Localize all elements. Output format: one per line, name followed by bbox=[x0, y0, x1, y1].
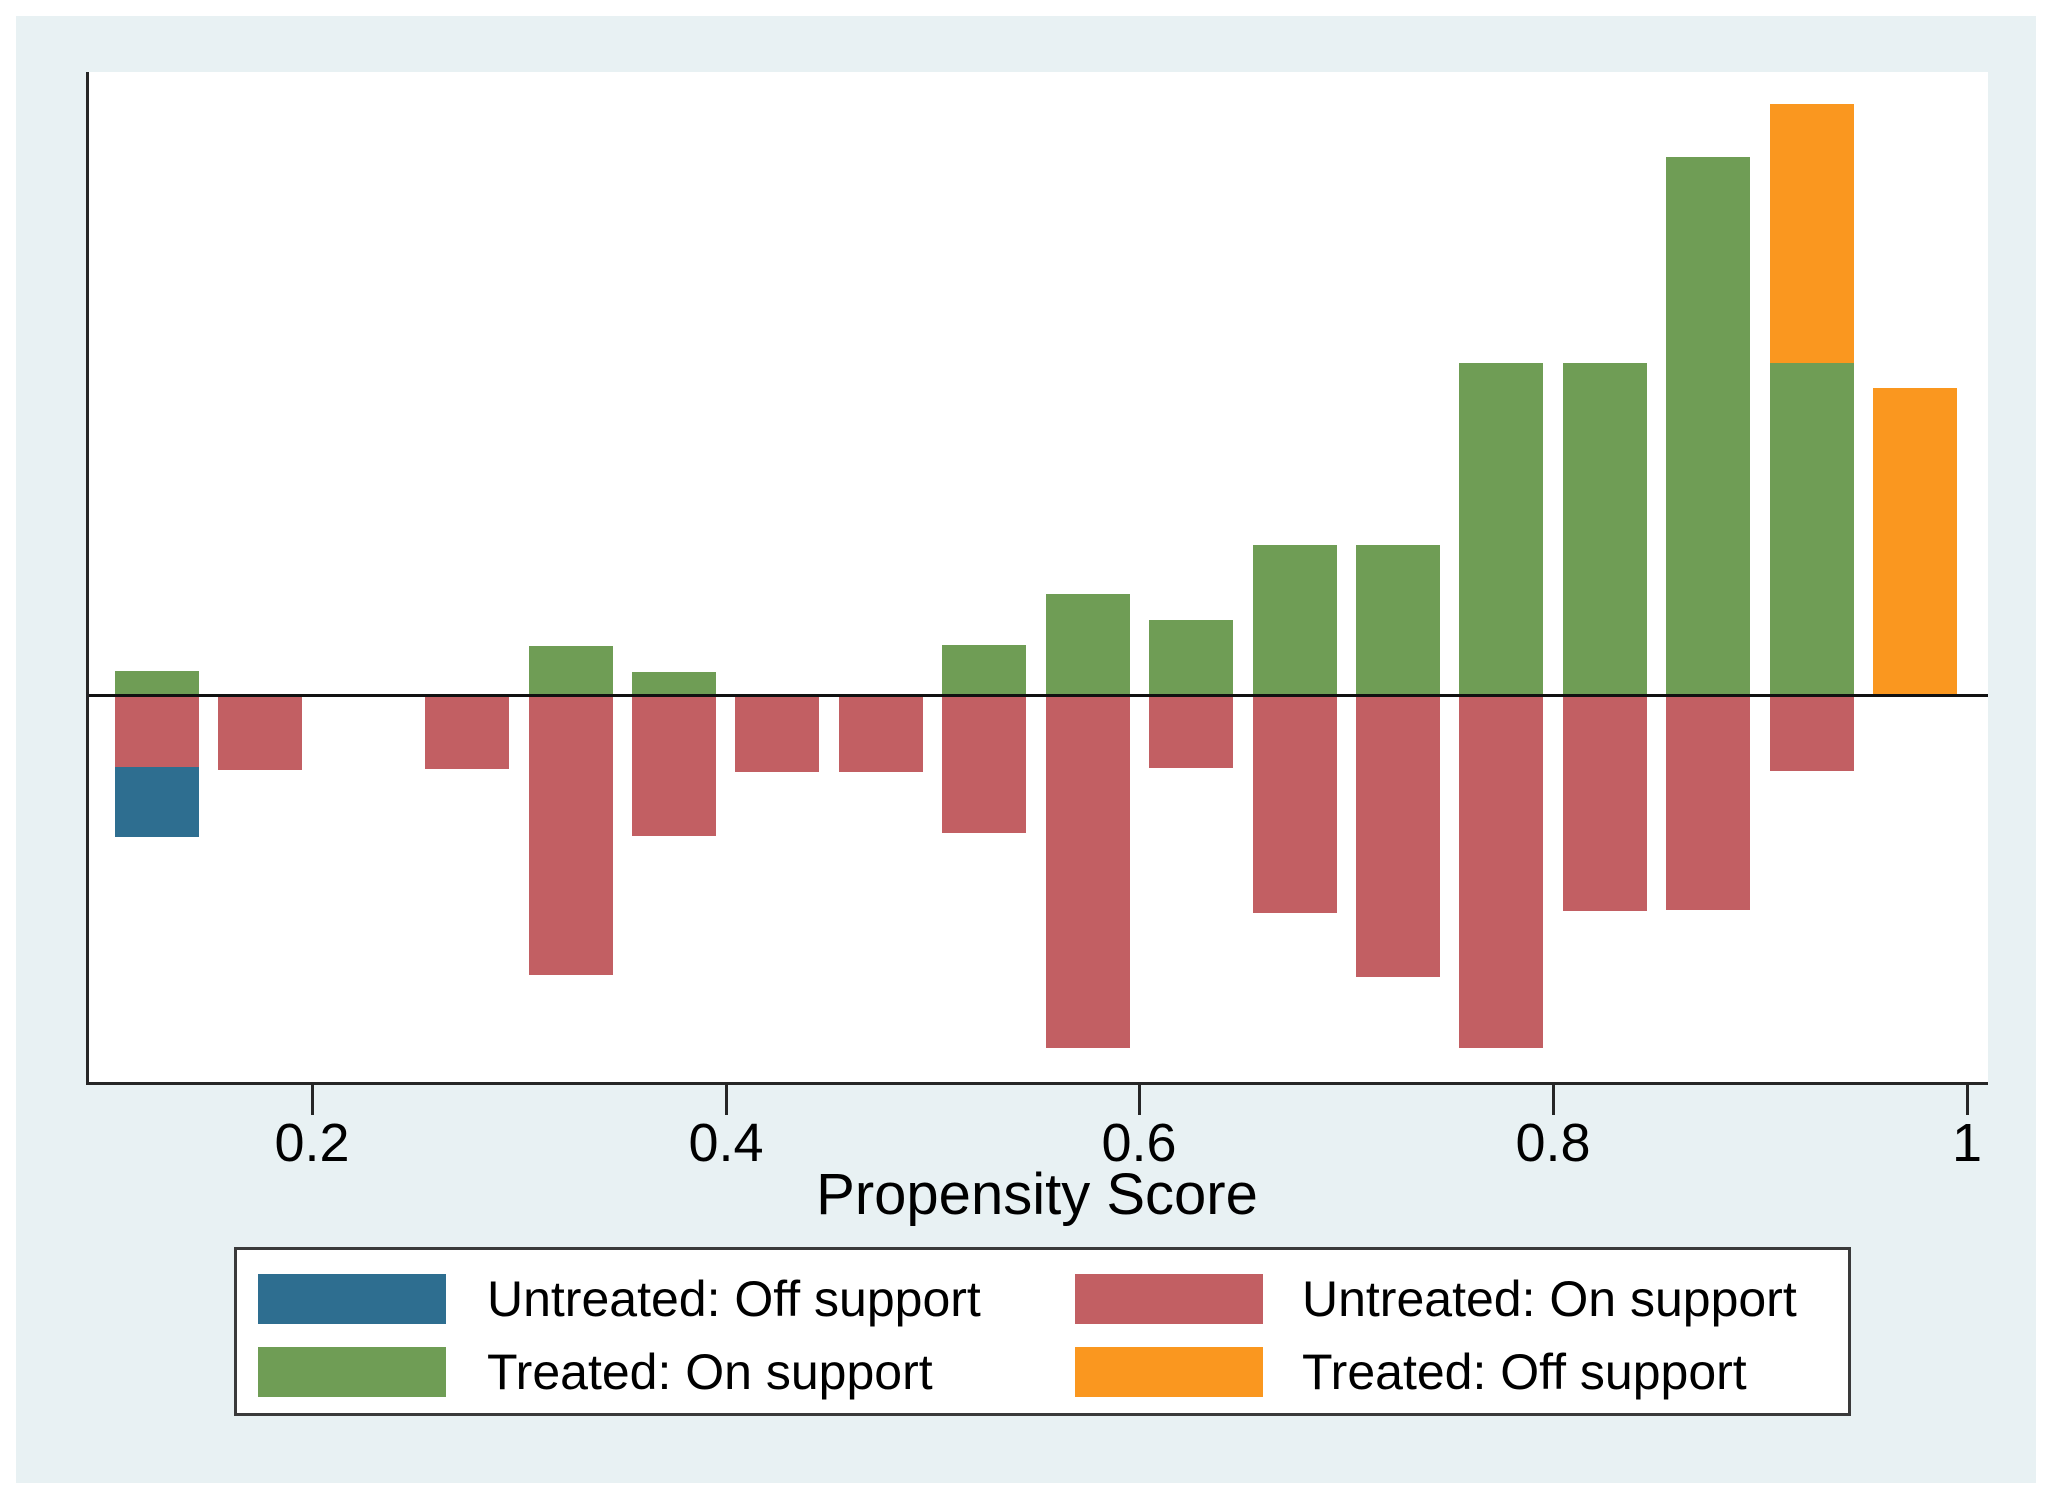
legend-swatch-untreated_on bbox=[1075, 1274, 1263, 1324]
x-axis-title: Propensity Score bbox=[816, 1162, 1258, 1227]
x-tick-label: 0.4 bbox=[688, 1113, 764, 1173]
x-axis-line bbox=[86, 1082, 1988, 1085]
bar-untreated-on-support bbox=[1046, 696, 1130, 1048]
bar-treated-on-support bbox=[632, 672, 716, 696]
x-tick-mark bbox=[1138, 1085, 1141, 1115]
zero-baseline bbox=[88, 694, 1988, 697]
legend-swatch-untreated_off bbox=[258, 1274, 446, 1324]
bar-treated-on-support bbox=[115, 671, 199, 696]
legend: Untreated: Off support Untreated: On supp… bbox=[234, 1247, 1851, 1416]
bar-untreated-on-support bbox=[115, 696, 199, 767]
bar-treated-off-support bbox=[1770, 104, 1854, 363]
x-tick-label: 1 bbox=[1951, 1113, 1983, 1173]
bar-untreated-on-support bbox=[632, 696, 716, 836]
bar-untreated-on-support bbox=[1770, 696, 1854, 771]
bar-treated-on-support bbox=[529, 646, 613, 696]
bar-untreated-on-support bbox=[1563, 696, 1647, 911]
bar-untreated-on-support bbox=[218, 696, 302, 770]
x-tick-label: 0.2 bbox=[274, 1113, 350, 1173]
bar-untreated-on-support bbox=[942, 696, 1026, 833]
bar-treated-on-support bbox=[1770, 363, 1854, 696]
x-tick-label: 0.6 bbox=[1101, 1113, 1177, 1173]
legend-label-treated_on: Treated: On support bbox=[487, 1344, 933, 1400]
bar-treated-on-support bbox=[1459, 363, 1543, 696]
y-axis-line bbox=[86, 72, 89, 1085]
bar-treated-on-support bbox=[1253, 545, 1337, 696]
bar-untreated-on-support bbox=[735, 696, 819, 772]
bar-untreated-on-support bbox=[1149, 696, 1233, 768]
bar-treated-on-support bbox=[1149, 620, 1233, 696]
bar-untreated-on-support bbox=[1459, 696, 1543, 1048]
bar-untreated-on-support bbox=[1356, 696, 1440, 977]
bar-untreated-on-support bbox=[425, 696, 509, 769]
x-tick-mark bbox=[311, 1085, 314, 1115]
legend-label-treated_off: Treated: Off support bbox=[1302, 1344, 1747, 1400]
legend-label-untreated_off: Untreated: Off support bbox=[487, 1271, 981, 1327]
bar-untreated-off-support bbox=[115, 767, 199, 837]
bar-treated-on-support bbox=[1666, 157, 1750, 696]
bar-untreated-on-support bbox=[529, 696, 613, 975]
bar-treated-on-support bbox=[1356, 545, 1440, 696]
x-tick-mark bbox=[1552, 1085, 1555, 1115]
bar-untreated-on-support bbox=[1253, 696, 1337, 913]
x-tick-mark bbox=[1966, 1085, 1969, 1115]
legend-swatch-treated_on bbox=[258, 1347, 446, 1397]
bar-untreated-on-support bbox=[839, 696, 923, 772]
legend-label-untreated_on: Untreated: On support bbox=[1302, 1271, 1797, 1327]
x-tick-mark bbox=[725, 1085, 728, 1115]
x-tick-label: 0.8 bbox=[1515, 1113, 1591, 1173]
legend-swatch-treated_off bbox=[1075, 1347, 1263, 1397]
bar-treated-on-support bbox=[942, 645, 1026, 696]
bar-treated-on-support bbox=[1046, 594, 1130, 696]
bar-treated-off-support bbox=[1873, 388, 1957, 696]
bar-untreated-on-support bbox=[1666, 696, 1750, 910]
bar-treated-on-support bbox=[1563, 363, 1647, 696]
